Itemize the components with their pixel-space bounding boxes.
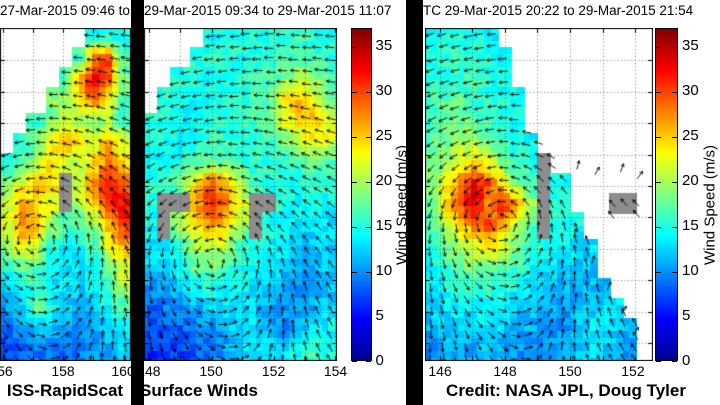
colorbar-tick-label: 35 — [682, 37, 699, 54]
colorbar-tick — [656, 361, 661, 362]
separator-bar-1 — [130, 0, 144, 405]
colorbar-tick — [365, 317, 371, 318]
colorbar-gradient — [656, 29, 677, 360]
x-tick-label: 152 — [621, 363, 645, 379]
x-tick-label: 150 — [199, 363, 223, 379]
colorbar-left — [350, 28, 372, 362]
colorbar-tick — [365, 227, 371, 228]
colorbar-tick — [351, 182, 357, 183]
colorbar-tick — [351, 137, 357, 138]
colorbar-tick — [656, 137, 661, 138]
colorbar-tick — [672, 361, 677, 362]
wind-map-middle — [143, 28, 337, 361]
x-tick-label: 154 — [323, 363, 348, 379]
colorbar-tick — [656, 272, 661, 273]
colorbar-tick-label: 10 — [682, 262, 699, 279]
colorbar-tick — [656, 317, 661, 318]
colorbar-tick — [656, 182, 661, 183]
colorbar-tick — [365, 182, 371, 183]
footer-middle: Surface Winds — [140, 381, 258, 400]
x-tick-label: 148 — [493, 363, 517, 379]
wind-map-left — [0, 28, 131, 361]
x-axis-tick-labels: 156158160148150152154146148150152 — [0, 363, 720, 380]
colorbar-tick — [351, 47, 357, 48]
colorbar-tick-label: 25 — [682, 127, 699, 144]
colorbar-tick — [351, 317, 357, 318]
x-tick-label: 150 — [558, 363, 582, 379]
colorbar-tick — [656, 47, 661, 48]
colorbar-tick — [365, 92, 371, 93]
colorbar-tick-label: 0 — [375, 352, 384, 369]
colorbar-tick — [672, 137, 677, 138]
colorbar-tick — [656, 92, 661, 93]
wind-map-right — [425, 28, 653, 361]
colorbar-tick-label: 5 — [682, 307, 691, 324]
colorbar-tick-label: 15 — [682, 217, 699, 234]
panel1-title: 27-Mar-2015 09:46 to — [0, 3, 130, 18]
colorbar-tick — [672, 272, 677, 273]
colorbar-tick — [351, 92, 357, 93]
colorbar-tick — [351, 272, 357, 273]
colorbar-tick — [672, 92, 677, 93]
colorbar-tick — [672, 317, 677, 318]
x-tick-label: 156 — [0, 363, 13, 379]
colorbar-tick — [656, 227, 661, 228]
x-tick-label: 158 — [51, 363, 75, 379]
colorbar-tick — [672, 47, 677, 48]
colorbar-tick — [672, 182, 677, 183]
x-tick-label: 160 — [111, 363, 135, 379]
colorbar-tick-label: 25 — [375, 127, 393, 144]
colorbar-tick-label: 20 — [682, 172, 699, 189]
panel3-title: TC 29-Mar-2015 20:22 to 29-Mar-2015 21:5… — [423, 3, 694, 18]
colorbar-tick — [672, 227, 677, 228]
colorbar-tick — [351, 361, 357, 362]
colorbar-tick-label: 15 — [375, 217, 393, 234]
colorbar-axis-label-right: Wind Speed (m/s) — [701, 144, 719, 266]
x-tick-label: 146 — [428, 363, 452, 379]
colorbar-tick-label: 30 — [375, 82, 393, 99]
footer-left: ISS-RapidScat — [6, 381, 124, 400]
panel2-title: 29-Mar-2015 09:34 to 29-Mar-2015 11:07 — [144, 3, 392, 18]
colorbar-right — [655, 28, 678, 362]
colorbar-tick-label: 35 — [375, 37, 393, 54]
colorbar-gradient — [351, 29, 371, 360]
colorbar-tick — [351, 227, 357, 228]
colorbar-tick-label: 30 — [682, 82, 699, 99]
colorbar-tick-label: 20 — [375, 172, 393, 189]
colorbar-tick-label: 0 — [682, 352, 691, 369]
separator-bar-2 — [405, 0, 423, 405]
colorbar-tick-label: 5 — [375, 307, 384, 324]
colorbar-tick — [365, 272, 371, 273]
colorbar-tick-label: 10 — [375, 262, 393, 279]
x-tick-label: 152 — [261, 363, 286, 379]
colorbar-tick — [365, 47, 371, 48]
colorbar-tick — [365, 137, 371, 138]
footer-right: Credit: NASA JPL, Doug Tyler — [446, 381, 686, 400]
colorbar-tick — [365, 361, 371, 362]
